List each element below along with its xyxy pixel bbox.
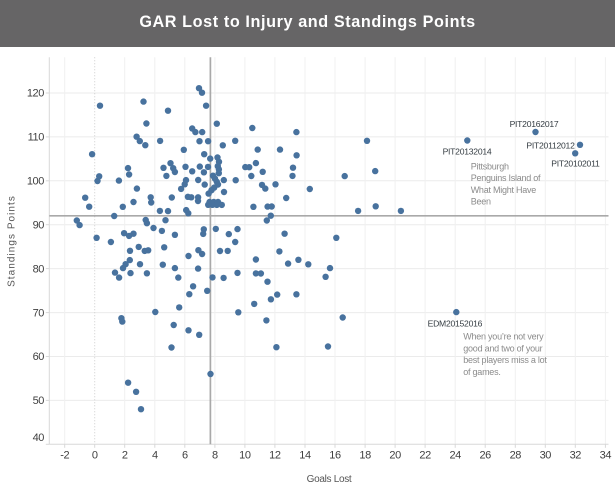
svg-text:0: 0 — [92, 450, 98, 462]
svg-text:80: 80 — [33, 263, 45, 275]
svg-text:PIT20132014: PIT20132014 — [443, 146, 492, 156]
svg-text:12: 12 — [269, 450, 281, 462]
svg-text:8: 8 — [212, 450, 218, 462]
svg-text:-2: -2 — [60, 450, 69, 462]
svg-text:34: 34 — [600, 450, 612, 462]
svg-text:Goals Lost: Goals Lost — [307, 474, 352, 485]
svg-text:22: 22 — [419, 450, 431, 462]
svg-text:10: 10 — [239, 450, 251, 462]
svg-text:PIT20112012: PIT20112012 — [526, 140, 575, 150]
svg-text:100: 100 — [27, 176, 44, 188]
svg-text:28: 28 — [510, 450, 522, 462]
svg-text:20: 20 — [389, 450, 401, 462]
svg-text:90: 90 — [33, 219, 45, 231]
svg-text:16: 16 — [329, 450, 341, 462]
svg-text:110: 110 — [28, 132, 45, 144]
svg-text:Penguins Island of: Penguins Island of — [471, 173, 541, 183]
svg-text:14: 14 — [299, 450, 311, 462]
svg-text:of games.: of games. — [463, 367, 500, 377]
svg-text:60: 60 — [33, 351, 45, 363]
svg-text:4: 4 — [152, 450, 158, 462]
svg-text:EDM20152016: EDM20152016 — [428, 318, 483, 328]
svg-text:70: 70 — [33, 307, 45, 319]
svg-text:32: 32 — [570, 450, 582, 462]
svg-text:Pittsburgh: Pittsburgh — [471, 162, 509, 172]
svg-text:PIT20102011: PIT20102011 — [551, 159, 600, 169]
svg-text:6: 6 — [182, 450, 188, 462]
svg-text:Been: Been — [471, 197, 491, 207]
svg-text:Standings Points: Standings Points — [7, 195, 18, 287]
svg-text:120: 120 — [27, 88, 44, 100]
svg-text:PIT20162017: PIT20162017 — [510, 119, 559, 129]
svg-text:What Might Have: What Might Have — [471, 185, 537, 195]
svg-text:30: 30 — [540, 450, 552, 462]
svg-text:26: 26 — [479, 450, 491, 462]
svg-text:18: 18 — [359, 450, 371, 462]
svg-text:good and two of your: good and two of your — [463, 343, 542, 353]
svg-text:40: 40 — [33, 432, 45, 444]
svg-text:2: 2 — [122, 450, 128, 462]
svg-text:best players miss a lot: best players miss a lot — [463, 355, 547, 365]
svg-text:When you’re not very: When you’re not very — [463, 332, 544, 342]
svg-text:24: 24 — [449, 450, 461, 462]
svg-text:50: 50 — [33, 395, 45, 407]
